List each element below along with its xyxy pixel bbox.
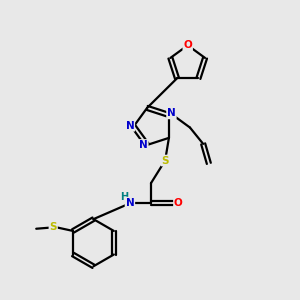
Text: O: O (174, 198, 183, 208)
Text: S: S (161, 155, 169, 166)
Text: H: H (121, 192, 129, 202)
Text: O: O (183, 40, 192, 50)
Text: N: N (126, 198, 134, 208)
Text: S: S (50, 221, 57, 232)
Text: N: N (125, 121, 134, 131)
Text: N: N (139, 140, 148, 150)
Text: N: N (167, 108, 176, 118)
